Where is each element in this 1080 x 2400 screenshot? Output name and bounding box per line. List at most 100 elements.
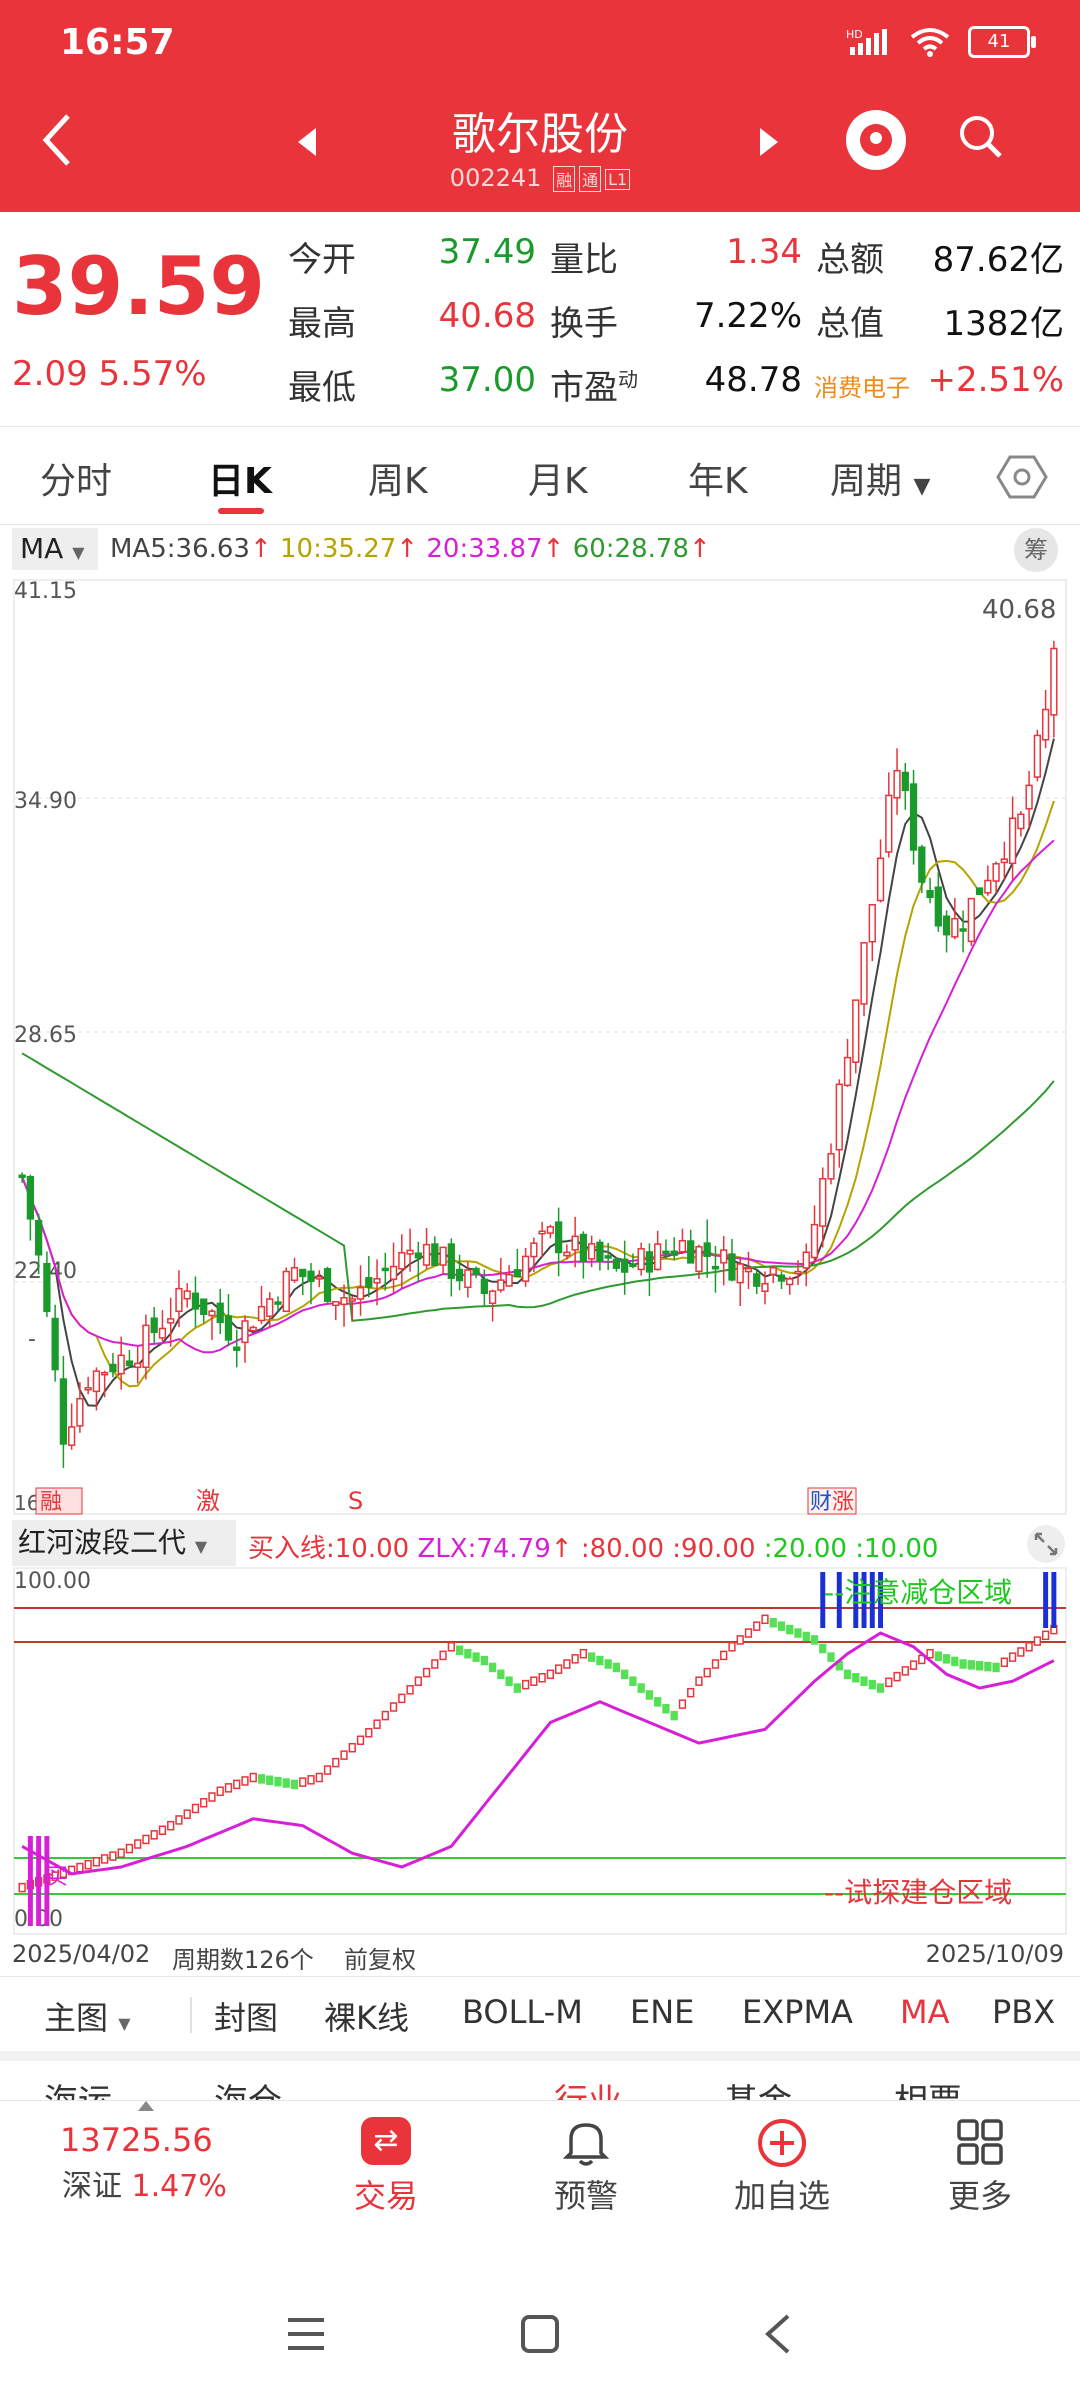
indicator-bar <box>901 1666 909 1676</box>
search-icon[interactable] <box>958 114 1002 158</box>
main-chart-select[interactable]: 主图 ▼ <box>44 1993 131 2039</box>
nav-alert-label: 预警 <box>553 2177 618 2215</box>
candle-body <box>687 1240 695 1264</box>
tab-monthly-k[interactable]: 月K <box>528 461 588 502</box>
tab-bare-k[interactable]: 裸K线 <box>324 1999 409 2037</box>
home-icon[interactable] <box>520 2314 560 2354</box>
indicator-bar <box>365 1728 373 1738</box>
indicator-highlight-bar <box>861 1572 867 1628</box>
candle-body <box>183 1290 191 1300</box>
main-indicator-select[interactable]: MA ▼ <box>12 528 98 570</box>
candle-body <box>579 1233 588 1262</box>
next-stock-icon[interactable] <box>760 128 778 156</box>
build-zone-label: --试探建仓区域 <box>824 1876 1012 1909</box>
tab-seal-chart[interactable]: 封图 <box>214 1999 279 2037</box>
adjust-mode[interactable]: 前复权 <box>344 1946 416 1974</box>
candle-body <box>554 1221 563 1254</box>
tab-ene[interactable]: ENE <box>630 1993 695 2031</box>
level-values: :80.00 :90.00 <box>580 1534 756 1564</box>
candle-body <box>761 1282 769 1292</box>
sub-indicator-select[interactable]: 红河波段二代 ▼ <box>12 1520 236 1566</box>
ma10-value: 10:35.27 <box>280 534 397 564</box>
indicator-bar <box>604 1659 612 1669</box>
nav-more-label: 更多 <box>947 2177 1012 2215</box>
indicator-bar <box>315 1772 323 1783</box>
nav-more[interactable]: 更多 <box>940 2117 1020 2217</box>
y-label: 34.90 <box>14 789 77 814</box>
menu-icon[interactable] <box>286 2316 326 2352</box>
low-value: 37.00 <box>438 360 536 400</box>
indicator-bar <box>678 1699 687 1709</box>
nav-trade[interactable]: ⇄ 交易 <box>346 2117 426 2217</box>
partial-item: 海仓 <box>214 2074 282 2100</box>
stock-tag: 通 <box>579 166 602 192</box>
event-marker-rong: 融 <box>40 1490 62 1515</box>
indicator-bar <box>76 1862 84 1873</box>
tab-boll-m[interactable]: BOLL-M <box>462 1993 583 2031</box>
indicator-bar <box>51 1871 59 1881</box>
indicator-highlight-bar <box>869 1572 875 1628</box>
nav-alert[interactable]: 预警 <box>546 2117 626 2217</box>
candle-body <box>365 1277 373 1288</box>
indicator-bar <box>670 1710 678 1721</box>
indicator-bar <box>662 1703 670 1714</box>
indicator-bar <box>125 1843 134 1854</box>
tab-daily-k[interactable]: 日K <box>208 461 272 502</box>
index-value[interactable]: 13725.56 <box>60 2121 213 2159</box>
indicator-values: 买入线:10.00 ZLX:74.79↑ :80.00 :90.00 :20.0… <box>248 1534 939 1564</box>
battery-icon: 41 <box>968 26 1036 58</box>
candle-body <box>175 1287 183 1313</box>
candle-body <box>835 1083 843 1151</box>
indicator-bar <box>109 1851 117 1861</box>
turnover-amount-label: 总额 <box>816 240 884 280</box>
candle-body <box>868 904 876 943</box>
settings-hexagon-icon[interactable] <box>996 454 1048 500</box>
indicator-chart[interactable]: 100.00 0.00 --注意减仓区域 --试探建仓区域 买 <box>0 1566 1080 1936</box>
grid-icon <box>957 2119 1003 2165</box>
collapse-arrow-icon[interactable] <box>138 2101 154 2111</box>
partial-item: 基金 <box>724 2074 792 2100</box>
expand-icon[interactable] <box>1026 1524 1066 1564</box>
tab-ma[interactable]: MA <box>900 1993 950 2031</box>
indicator-bar <box>810 1635 819 1645</box>
prev-stock-icon[interactable] <box>298 128 316 156</box>
tab-yearly-k[interactable]: 年K <box>688 461 748 502</box>
indicator-bar <box>356 1735 365 1746</box>
ma60-value: 60:28.78 <box>572 534 689 564</box>
nav-add-watchlist[interactable]: 加自选 <box>724 2117 840 2217</box>
tab-intraday[interactable]: 分时 <box>40 461 113 502</box>
tab-period[interactable]: 周期 ▼ <box>830 452 930 504</box>
chevron-down-icon: ▼ <box>194 1537 208 1556</box>
sector-link[interactable]: 消费电子 <box>814 374 910 402</box>
candle-body <box>1041 708 1050 741</box>
back-nav-icon[interactable] <box>762 2312 792 2356</box>
indicator-bar <box>406 1685 414 1695</box>
candle-body <box>984 879 992 894</box>
tab-expma[interactable]: EXPMA <box>742 1993 853 2031</box>
high-value: 40.68 <box>438 296 536 336</box>
indicator-bar <box>942 1654 951 1664</box>
candle-body <box>744 1267 753 1273</box>
indicator-bar <box>992 1662 1000 1673</box>
tab-pbx[interactable]: PBX <box>992 1993 1056 2031</box>
mascot-icon[interactable] <box>846 110 906 170</box>
quote-panel: 39.59 2.09 5.57% 今开 37.49 量比 1.34 总额 87.… <box>0 212 1080 427</box>
back-icon[interactable] <box>38 110 78 170</box>
indicator-bar <box>1017 1647 1025 1657</box>
sector-change: +2.51% <box>927 360 1065 400</box>
candle-body <box>703 1242 711 1257</box>
indicator-highlight-bar <box>1051 1572 1057 1628</box>
tab-weekly-k[interactable]: 周K <box>368 461 428 502</box>
indicator-bar <box>521 1679 530 1690</box>
indicator-bar <box>654 1697 662 1707</box>
nav-trade-label: 交易 <box>353 2177 418 2215</box>
candlestick-chart[interactable]: 41.15 34.90 28.65 22.40 - 40.68 16 融 激 S… <box>0 576 1080 1516</box>
candle-body <box>257 1305 266 1322</box>
candle-body <box>621 1258 629 1273</box>
indicator-bar <box>967 1660 975 1670</box>
indicator-bar <box>744 1628 753 1638</box>
indicator-bar <box>538 1673 546 1683</box>
candle-body <box>480 1278 488 1295</box>
main-indicator-label: MA <box>20 532 64 565</box>
chip-distribution-button[interactable]: 筹 <box>1014 528 1058 572</box>
